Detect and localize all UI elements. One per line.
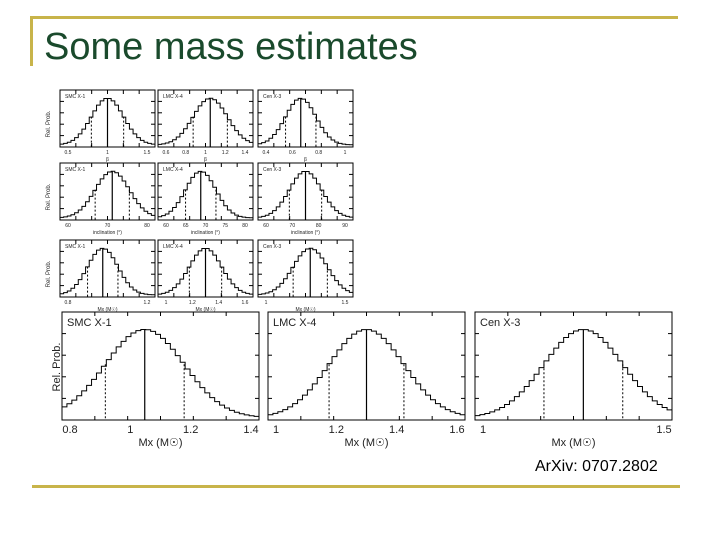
slide-title: Some mass estimates <box>44 26 418 68</box>
small-panel-xlabel: inclination (°) <box>291 230 320 236</box>
small-panel-histogram <box>158 97 253 145</box>
small-panel-xtick-label: 1.2 <box>144 300 151 306</box>
big-panel-xlabel: Mx (M☉) <box>344 437 388 449</box>
big-panel-xtick-label: 1.4 <box>389 424 404 436</box>
small-panel-title: LMC X-4 <box>163 94 183 100</box>
small-panel-xtick-label: 1 <box>344 150 347 156</box>
big-panel-histogram <box>475 329 672 417</box>
small-panel-histogram <box>60 170 155 218</box>
small-panel-title: SMC X-1 <box>65 167 86 173</box>
arxiv-reference: ArXiv: 0707.2802 <box>535 458 658 475</box>
small-panel-xtick-label: 0.5 <box>65 150 72 156</box>
small-panel-xtick-label: 90 <box>342 223 348 229</box>
small-panel-xlabel: inclination (°) <box>191 230 220 236</box>
small-panel-xtick-label: 65 <box>183 223 189 229</box>
small-panel-histogram <box>258 97 353 146</box>
small-panel-xtick-label: 80 <box>242 223 248 229</box>
small-panel-xtick-label: 60 <box>163 223 169 229</box>
small-panel-xtick-label: 0.8 <box>182 150 189 156</box>
small-panel-xtick-label: 0.8 <box>315 150 322 156</box>
small-panel-xtick-label: 1.5 <box>144 150 151 156</box>
small-panel-title: Cen X-3 <box>263 244 282 250</box>
small-panel-xtick-label: 1.4 <box>215 300 222 306</box>
big-panel-title: SMC X-1 <box>67 317 112 329</box>
big-panel-xtick-label: 1.2 <box>183 424 198 436</box>
small-panel-xtick-label: 75 <box>222 223 228 229</box>
big-panel-xtick-label: 1.5 <box>656 424 671 436</box>
big-panel-xtick-label: 1.4 <box>243 424 258 436</box>
small-panel-xtick-label: 0.4 <box>263 150 270 156</box>
small-ylabel: Rel. Prob. <box>46 183 52 210</box>
small-panel-xtick-label: 1.2 <box>189 300 196 306</box>
small-panel-xtick-label: 1 <box>204 150 207 156</box>
big-panel-xlabel: Mx (M☉) <box>138 437 182 449</box>
small-panel-xtick-label: 0.6 <box>163 150 170 156</box>
bottom-rule <box>32 485 680 488</box>
small-panel-xtick-label: 80 <box>144 223 150 229</box>
top-rule <box>32 16 678 19</box>
small-panel-histogram <box>158 170 253 219</box>
small-panel-title: Cen X-3 <box>263 167 282 173</box>
small-panel-title: LMC X-4 <box>163 244 183 250</box>
small-panel-xtick-label: 70 <box>203 223 209 229</box>
big-panel-xtick-label: 1.2 <box>329 424 344 436</box>
small-panel-xtick-label: 80 <box>316 223 322 229</box>
big-panel-title: LMC X-4 <box>273 317 316 329</box>
small-panel-xtick-label: 1.6 <box>242 300 249 306</box>
small-panel-xtick-label: 0.6 <box>289 150 296 156</box>
small-panel-xtick-label: 1 <box>265 300 268 306</box>
small-panel-histogram <box>258 247 353 295</box>
small-panel-xlabel: Mx (M☉) <box>195 307 215 313</box>
small-panel-xtick-label: 1.5 <box>342 300 349 306</box>
big-panel-xtick-label: 0.8 <box>62 424 77 436</box>
small-panel-xlabel: Mx (M☉) <box>295 307 315 313</box>
big-panel-title: Cen X-3 <box>480 317 520 329</box>
small-panel-xtick-label: 60 <box>65 223 71 229</box>
small-panel-xtick-label: 1 <box>165 300 168 306</box>
small-panel-xtick-label: 70 <box>105 223 111 229</box>
small-panel-xtick-label: 1 <box>106 150 109 156</box>
small-panel-title: LMC X-4 <box>163 167 183 173</box>
small-ylabel: Rel. Prob. <box>46 110 52 137</box>
left-rule <box>30 16 33 66</box>
small-panel-title: SMC X-1 <box>65 244 86 250</box>
small-panel-xlabel: β <box>106 157 109 163</box>
small-panel-xtick-label: 1.2 <box>222 150 229 156</box>
small-ylabel: Rel. Prob. <box>46 260 52 287</box>
small-panel-xtick-label: 0.8 <box>65 300 72 306</box>
small-panel-histogram <box>60 247 155 296</box>
small-panel-xlabel: β <box>204 157 207 163</box>
big-panel-xtick-label: 1 <box>273 424 279 436</box>
small-panel-xlabel: Mx (M☉) <box>97 307 117 313</box>
big-panel-xtick-label: 1 <box>127 424 133 436</box>
big-panel-xtick-label: 1 <box>480 424 486 436</box>
big-ylabel: Rel. Prob. <box>51 343 63 392</box>
big-panel-histogram <box>62 329 259 417</box>
big-panel-xlabel: Mx (M☉) <box>551 437 595 449</box>
small-panel-xlabel: β <box>304 157 307 163</box>
small-panel-xlabel: inclination (°) <box>93 230 122 236</box>
small-panel-xtick-label: 1.4 <box>242 150 249 156</box>
small-panel-xtick-label: 70 <box>290 223 296 229</box>
small-panel-title: Cen X-3 <box>263 94 282 100</box>
small-panel-title: SMC X-1 <box>65 94 86 100</box>
small-panel-xtick-label: 60 <box>263 223 269 229</box>
big-panel-xtick-label: 1.6 <box>449 424 464 436</box>
